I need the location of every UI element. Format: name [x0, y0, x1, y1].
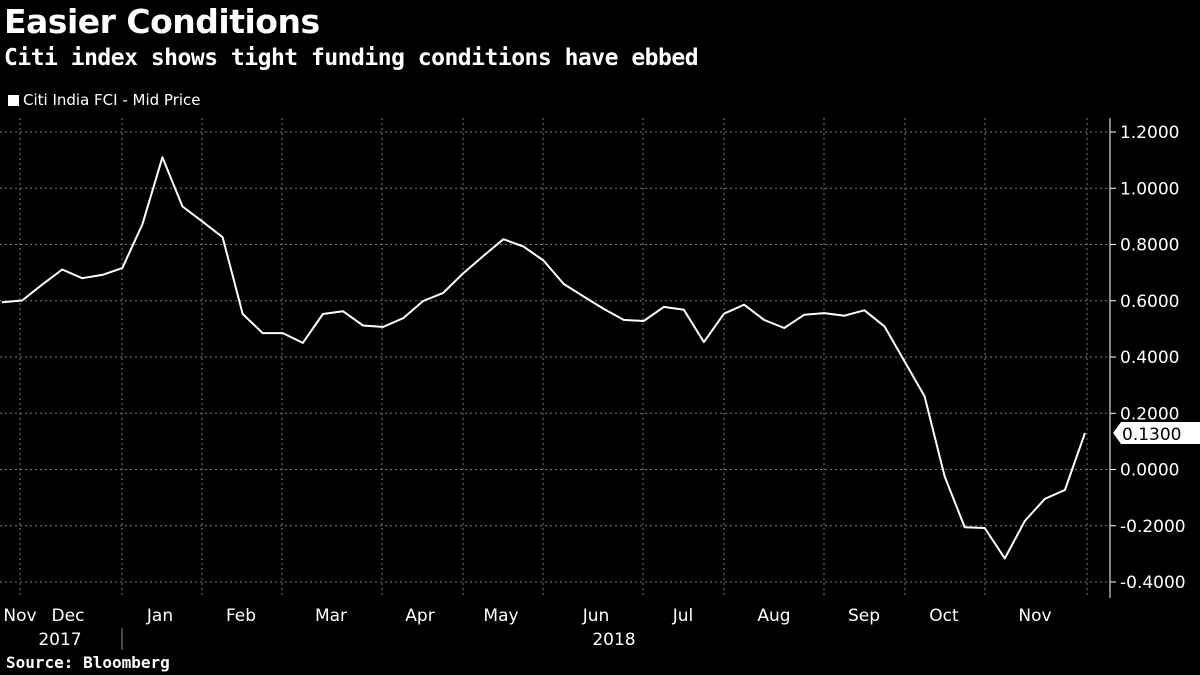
x-tick-label: Jul: [672, 606, 694, 626]
y-tick-label: -0.4000: [1120, 573, 1186, 593]
grid: [0, 118, 1110, 598]
last-value-marker: 0.1300: [1113, 421, 1200, 445]
chart-title: Easier Conditions: [4, 2, 320, 41]
x-tick-label: Mar: [315, 606, 347, 626]
y-tick-label: 1.0000: [1120, 179, 1179, 199]
x-tick-label: Feb: [226, 606, 256, 626]
y-axis: 1.2000 1.0000 0.8000 0.6000 0.4000 0.2000 0.00…: [1109, 118, 1186, 598]
y-tick-label: 0.4000: [1120, 348, 1179, 368]
x-year-label: 2017: [38, 630, 81, 650]
x-tick-label: Jan: [146, 606, 173, 626]
series: [1, 156, 1086, 560]
x-tick-label: Jun: [582, 606, 610, 626]
y-tick-label: 0.2000: [1120, 404, 1179, 424]
x-tick-label: Dec: [52, 606, 85, 626]
x-tick-label: Oct: [929, 606, 959, 626]
y-tick-label: 0.8000: [1120, 236, 1179, 256]
y-tick-label: 0.6000: [1120, 292, 1179, 312]
x-tick-label: May: [483, 606, 518, 626]
source-note: Source: Bloomberg: [6, 653, 170, 672]
x-tick-label: Nov: [3, 606, 36, 626]
last-value-box: [1113, 421, 1200, 444]
x-tick-label: Sep: [848, 606, 880, 626]
x-year-label: 2018: [592, 630, 635, 650]
y-tick-label: -0.2000: [1120, 517, 1186, 537]
x-tick-label: Apr: [405, 606, 434, 626]
legend-label: Citi India FCI - Mid Price: [23, 91, 201, 109]
y-tick-label: 1.2000: [1120, 123, 1179, 143]
x-tick-label: Nov: [1018, 606, 1051, 626]
last-value-label: 0.1300: [1122, 425, 1181, 445]
chart-subtitle: Citi index shows tight funding condition…: [4, 45, 699, 71]
x-axis: Nov Dec Jan Feb Mar Apr May Jun Jul Aug Sep Oct Nov2…: [3, 606, 1052, 650]
y-tick-label: 0.0000: [1120, 461, 1179, 481]
x-tick-label: Aug: [757, 606, 790, 626]
legend: Citi India FCI - Mid Price: [8, 91, 201, 109]
legend-swatch: [8, 94, 19, 106]
